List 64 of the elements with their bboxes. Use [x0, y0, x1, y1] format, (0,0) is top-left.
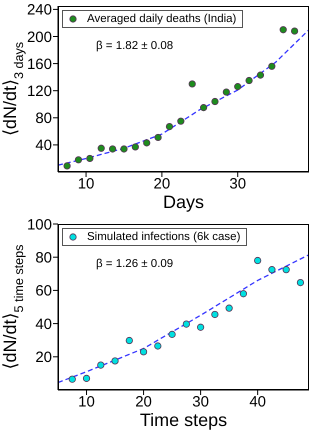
x-tick-label: 20: [135, 394, 152, 411]
x-axis-title: Time steps: [140, 410, 228, 430]
y-tick-label: 160: [26, 56, 52, 73]
point: [154, 342, 162, 350]
point: [140, 348, 148, 356]
legend-label: Simulated infections (6k case): [87, 231, 240, 243]
point: [98, 144, 105, 152]
point: [296, 279, 304, 286]
point: [120, 145, 128, 153]
point: [74, 156, 82, 164]
y-tick-label: 20: [35, 349, 52, 366]
point: [154, 134, 162, 142]
point: [197, 324, 204, 331]
line-series: [58, 254, 309, 384]
x-tick-label: 40: [249, 394, 266, 411]
y-tick-label: 80: [35, 110, 52, 128]
x-tick-label: 20: [154, 176, 170, 193]
point: [211, 310, 218, 318]
point: [200, 104, 208, 112]
y-tick-label: 100: [26, 216, 52, 234]
point: [64, 162, 71, 170]
annotation: β = 1.26 ± 0.09: [96, 258, 174, 270]
y-tick-label: 60: [35, 282, 52, 300]
y-tick-label: 240: [26, 2, 52, 19]
y-tick-label: 200: [26, 28, 52, 46]
point: [226, 304, 233, 312]
point: [97, 362, 104, 369]
point: [240, 290, 247, 298]
point: [177, 118, 184, 125]
y-tick-label: 80: [35, 250, 52, 267]
line-series: [58, 29, 309, 166]
point: [245, 76, 253, 84]
point: [222, 88, 230, 96]
point: [188, 80, 196, 88]
point: [82, 374, 90, 382]
y-tick-label: 120: [26, 83, 52, 100]
point: [268, 62, 276, 70]
point: [166, 123, 174, 130]
y-tick-label: 40: [35, 137, 52, 154]
point: [111, 357, 119, 365]
point: [143, 139, 150, 146]
point: [268, 266, 276, 274]
point: [86, 154, 94, 162]
point: [234, 83, 242, 90]
legend-label: Averaged daily deaths (India): [87, 13, 236, 25]
point: [126, 336, 133, 344]
x-tick-label: 10: [78, 176, 94, 193]
point: [211, 98, 219, 106]
x-tick-label: 30: [229, 176, 246, 193]
point: [282, 266, 290, 274]
x-tick-label: 10: [78, 394, 95, 411]
point: [254, 256, 262, 264]
point: [280, 26, 287, 34]
point: [290, 27, 298, 35]
point: [109, 145, 116, 153]
point: [168, 330, 176, 338]
point: [182, 320, 190, 328]
x-axis-title: Days: [162, 192, 204, 212]
y-tick-label: 40: [35, 316, 52, 333]
x-tick-label: 30: [192, 394, 209, 411]
annotation: β = 1.82 ± 0.08: [96, 40, 174, 52]
point: [132, 143, 139, 151]
point: [256, 72, 264, 79]
point: [68, 376, 76, 383]
